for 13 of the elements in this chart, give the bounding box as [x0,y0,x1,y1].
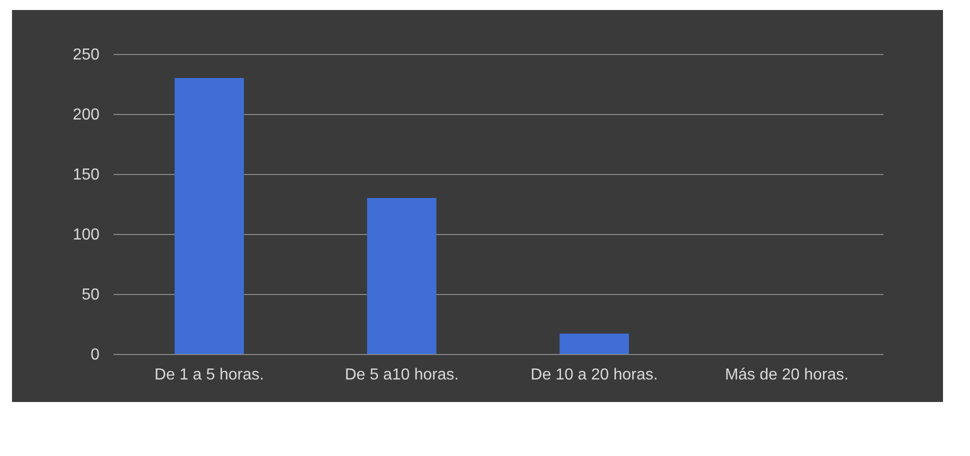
bar [174,78,244,354]
y-tick-label: 250 [72,46,100,64]
y-tick-label: 200 [72,106,100,124]
bar [367,198,436,354]
x-tick-label: De 5 a10 horas. [344,366,459,384]
y-tick-label: 100 [72,226,100,244]
y-tick-label: 50 [82,286,100,304]
x-tick-label: De 10 a 20 horas. [530,366,658,384]
x-tick-label: Más de 20 horas. [724,366,849,384]
bar [560,334,629,354]
y-tick-label: 150 [72,166,100,184]
y-tick-label: 0 [90,346,100,364]
x-tick-label: De 1 a 5 horas. [154,366,264,384]
